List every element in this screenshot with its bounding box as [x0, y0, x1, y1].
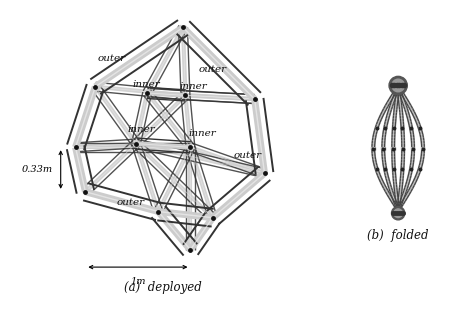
- Text: (a)  deployed: (a) deployed: [124, 281, 202, 294]
- Circle shape: [392, 79, 404, 92]
- Text: outer: outer: [233, 151, 261, 161]
- Circle shape: [394, 209, 402, 217]
- Text: outer: outer: [199, 65, 227, 74]
- Text: inner: inner: [132, 80, 160, 89]
- Text: outer: outer: [97, 54, 126, 63]
- Circle shape: [392, 207, 405, 220]
- Text: inner: inner: [189, 129, 217, 138]
- Text: (b)  folded: (b) folded: [367, 229, 429, 242]
- Text: 1m: 1m: [130, 277, 146, 286]
- Text: inner: inner: [127, 125, 155, 135]
- Circle shape: [389, 76, 407, 94]
- Text: outer: outer: [117, 198, 145, 207]
- Text: inner: inner: [179, 82, 207, 91]
- Text: 0.33m: 0.33m: [22, 165, 53, 174]
